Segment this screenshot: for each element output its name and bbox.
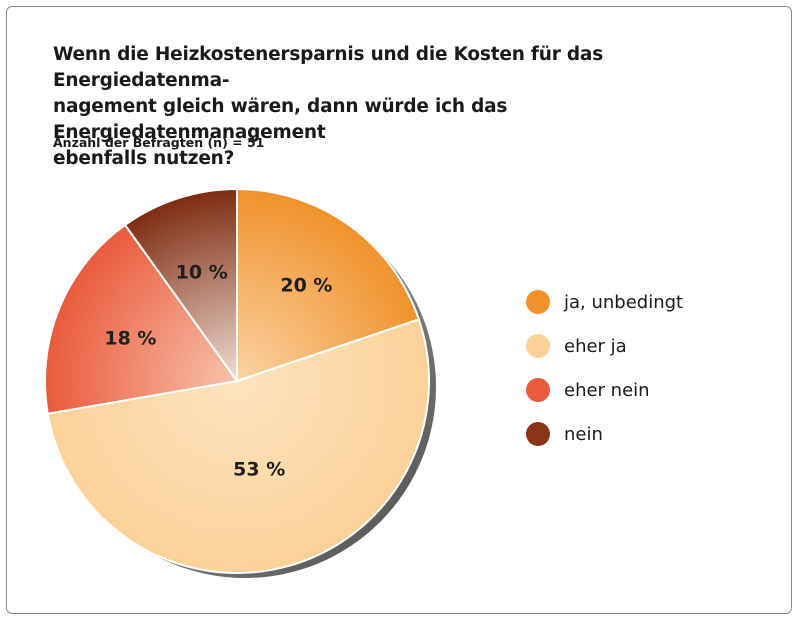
pie-slice [46, 318, 430, 574]
legend-item: eher nein [526, 378, 683, 402]
legend-label: ja, unbedingt [564, 291, 684, 313]
pie-slice [123, 187, 238, 385]
pie-slice-label: 18 % [104, 327, 156, 349]
legend: ja, unbedingt eher ja eher nein nein [526, 290, 683, 466]
pie-slice [236, 187, 421, 383]
pie-slice-label: 53 % [233, 459, 285, 481]
pie-labels: 20 % 53 % 18 % 10 % [104, 261, 332, 480]
pie-slice-label: 20 % [280, 274, 332, 296]
title-line: Wenn die Heizkostenersparnis und die Kos… [53, 44, 604, 91]
chart-title: Wenn die Heizkostenersparnis und die Kos… [53, 42, 753, 172]
legend-swatch [526, 334, 550, 358]
pie-slice [44, 223, 239, 415]
chart-subtitle: Anzahl der Befragten (n) = 51 [53, 135, 265, 150]
pie-slices [44, 187, 430, 574]
legend-item: eher ja [526, 334, 683, 358]
legend-item: ja, unbedingt [526, 290, 683, 314]
legend-item: nein [526, 422, 683, 446]
legend-label: nein [564, 423, 603, 445]
legend-label: eher ja [564, 335, 627, 357]
pie-slice-label: 10 % [176, 261, 228, 283]
title-line: nagement gleich wären, dann würde ich da… [53, 96, 508, 143]
title-line: ebenfalls nutzen? [53, 148, 235, 169]
legend-label: eher nein [564, 379, 650, 401]
legend-swatch [526, 290, 550, 314]
legend-swatch [526, 378, 550, 402]
legend-swatch [526, 422, 550, 446]
